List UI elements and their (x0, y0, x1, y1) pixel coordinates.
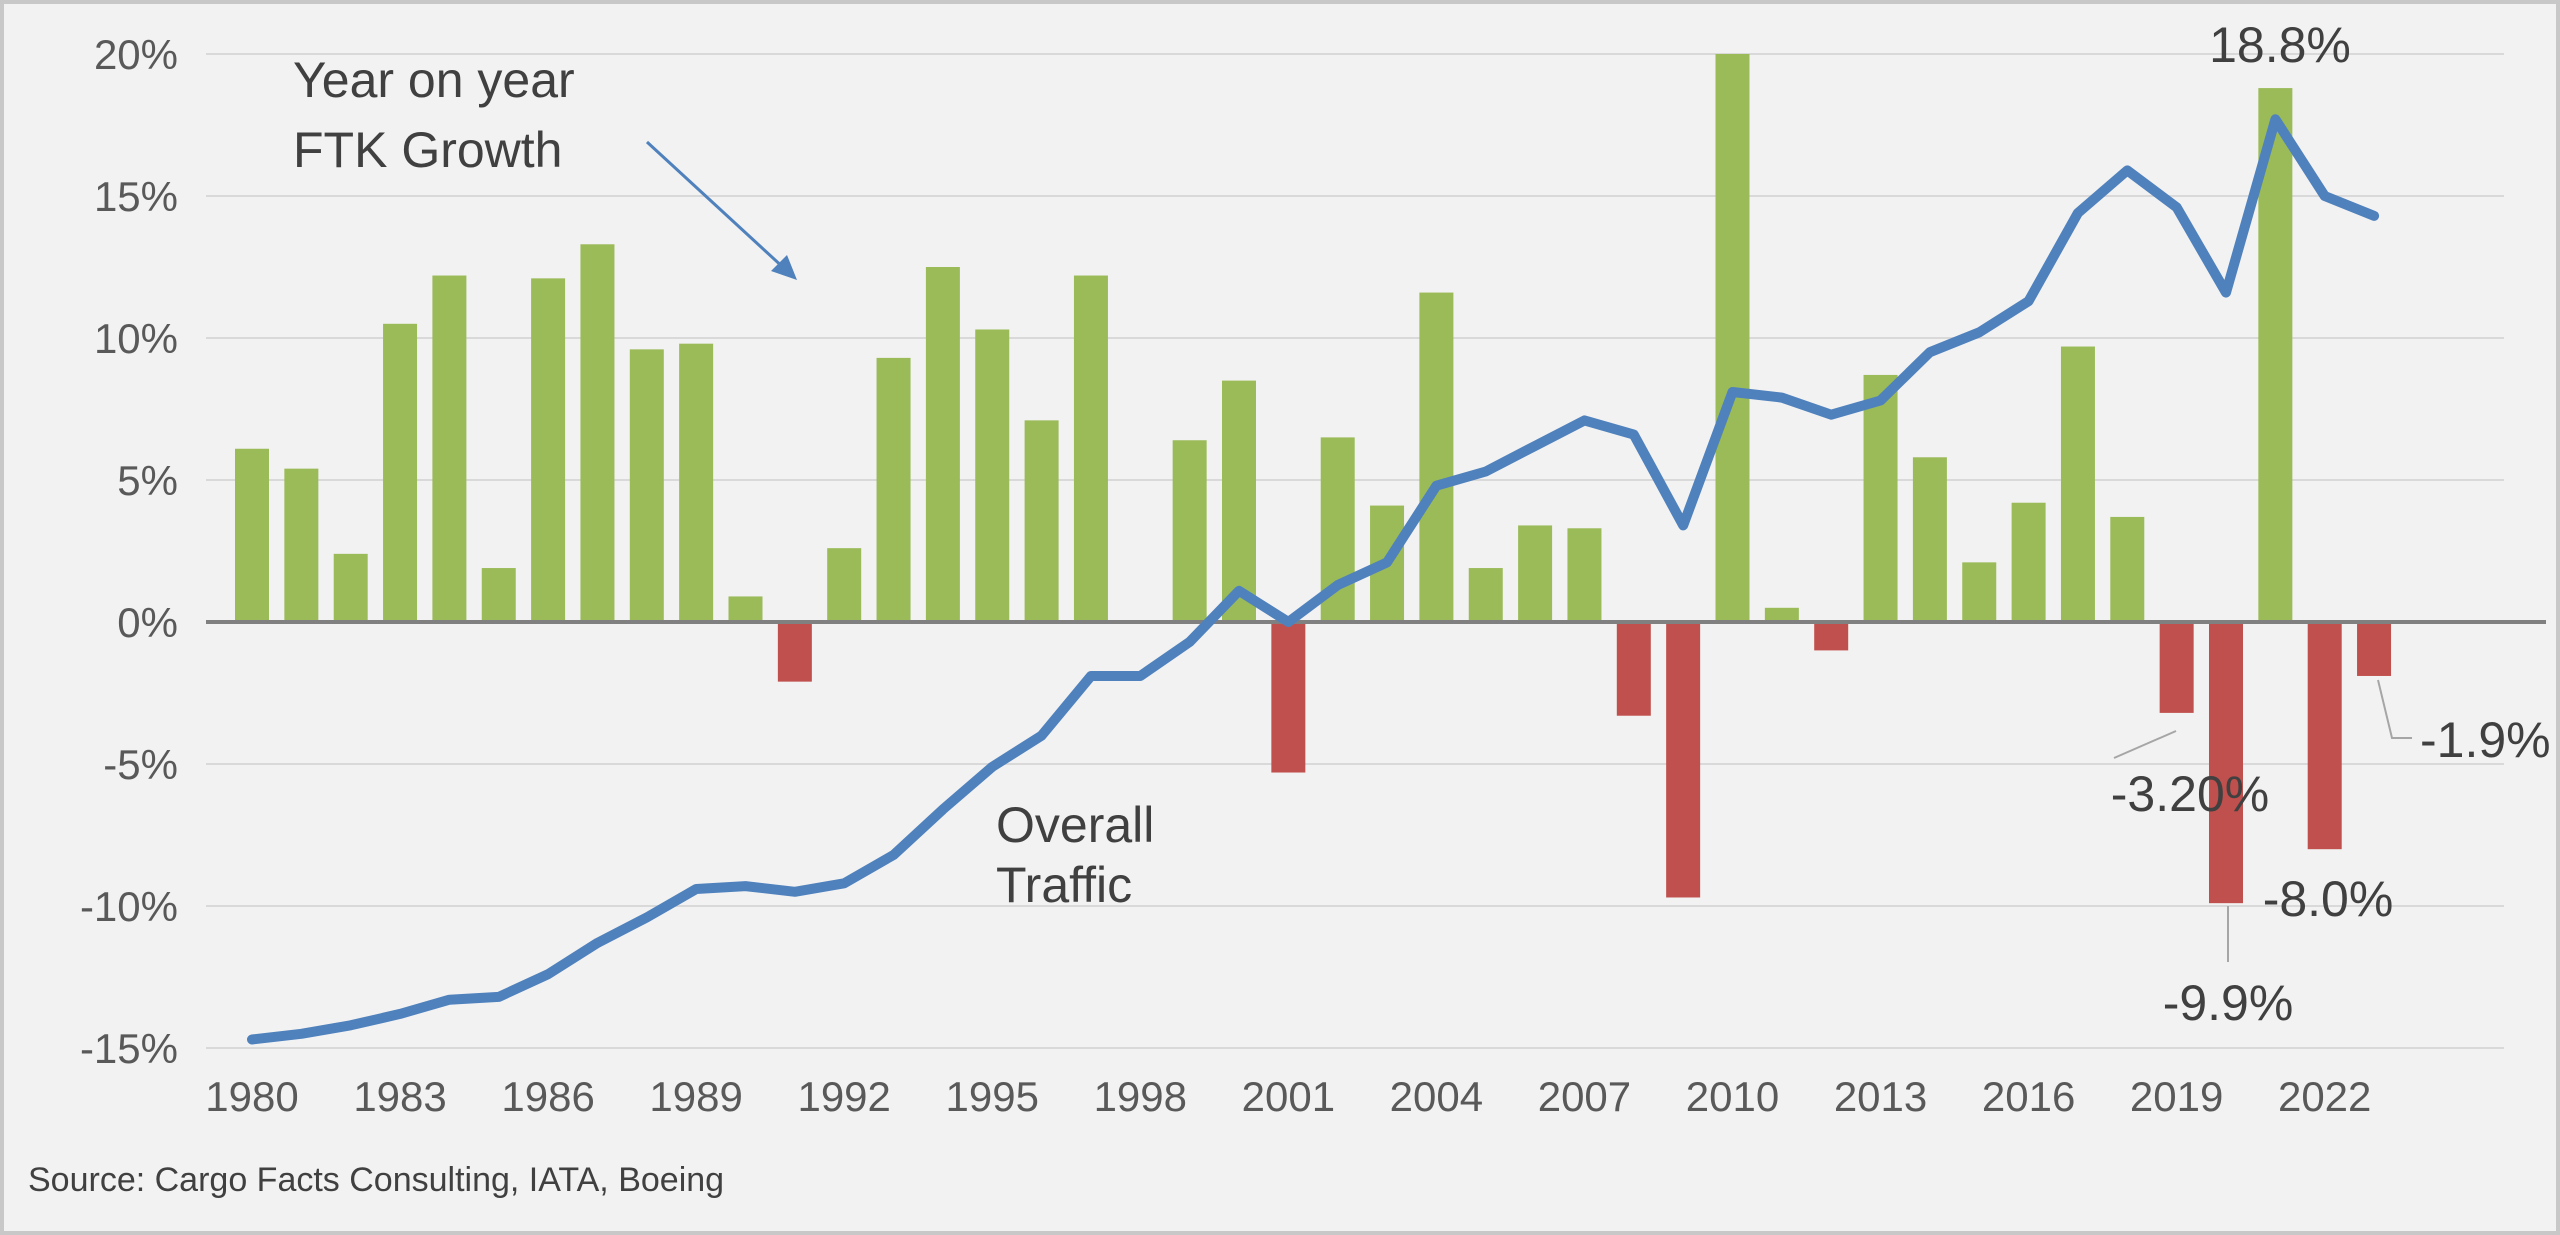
bar-series-label-line1: Year on year (293, 52, 575, 108)
bar-1987 (580, 244, 615, 622)
overall-traffic-line (247, 114, 2380, 1045)
bar-1995 (975, 329, 1010, 622)
bar-2014 (1912, 457, 1947, 622)
data-label-2020: -9.9% (2163, 975, 2294, 1031)
x-tick-label: 2001 (1242, 1073, 1335, 1120)
x-tick-label: 2013 (1834, 1073, 1927, 1120)
x-tick-label: 1995 (946, 1073, 1039, 1120)
bar-series-label-arrow (645, 140, 788, 272)
bar-1996 (1024, 420, 1059, 622)
x-tick-label: 1989 (649, 1073, 742, 1120)
bar-2017 (2060, 346, 2095, 622)
data-label-2022: -8.0% (2263, 871, 2394, 927)
bar-2013 (1863, 374, 1898, 622)
gridlines (206, 53, 2504, 1049)
data-label-2019: -3.20% (2111, 766, 2269, 822)
bar-1990 (728, 596, 763, 622)
bar-series (235, 54, 2392, 904)
bar-1991 (777, 622, 812, 682)
y-axis-ticks: 20% 15% 10% 5% 0% -5% -10% -15% (80, 31, 178, 1072)
bar-2009 (1666, 622, 1701, 898)
bar-1992 (827, 548, 862, 622)
bar-2015 (1962, 562, 1997, 622)
x-tick-label: 1986 (501, 1073, 594, 1120)
source-note: Source: Cargo Facts Consulting, IATA, Bo… (28, 1161, 724, 1199)
x-tick-label: 2004 (1390, 1073, 1483, 1120)
line-series-label-line2: Traffic (996, 857, 1132, 913)
x-tick-label: 2022 (2278, 1073, 2371, 1120)
bar-2018 (2110, 516, 2145, 622)
x-tick-label: 1983 (353, 1073, 446, 1120)
leader-lines (2113, 679, 2412, 962)
bar-2022 (2307, 622, 2342, 850)
bar-2008 (1616, 622, 1651, 716)
bar-2004 (1419, 292, 1454, 622)
y-tick-label: 0% (117, 599, 178, 646)
bar-1980 (235, 448, 269, 622)
y-tick-label: 15% (94, 173, 178, 220)
bar-2005 (1468, 568, 1503, 622)
bar-2023 (2357, 622, 2392, 676)
x-tick-label: 2016 (1982, 1073, 2075, 1120)
data-label-2023: -1.9% (2420, 712, 2551, 768)
bar-2019 (2159, 622, 2194, 713)
x-tick-label: 1992 (797, 1073, 890, 1120)
bar-1986 (531, 278, 566, 622)
bar-1984 (432, 275, 467, 622)
bar-2001 (1271, 622, 1306, 773)
bar-2020 (2209, 622, 2243, 904)
bar-series-label-line2: FTK Growth (293, 122, 562, 178)
bar-2011 (1764, 607, 1799, 622)
x-tick-label: 2019 (2130, 1073, 2223, 1120)
y-tick-label: 20% (94, 31, 178, 78)
x-tick-label: 2007 (1538, 1073, 1631, 1120)
line-series-label-line1: Overall (996, 797, 1154, 853)
x-axis-ticks: 1980 1983 1986 1989 1992 1995 1998 2001 2004 2007… (205, 1073, 2371, 1120)
bar-series-label-arrowhead (771, 255, 797, 280)
bar-2007 (1567, 528, 1602, 622)
line-series (247, 114, 2380, 1045)
bar-1994 (925, 267, 960, 622)
bar-2006 (1518, 525, 1553, 622)
leader-2019 (2113, 730, 2177, 759)
x-tick-label: 1980 (205, 1073, 298, 1120)
data-label-2021: 18.8% (2209, 17, 2351, 73)
y-tick-label: 5% (117, 457, 178, 504)
y-tick-label: -15% (80, 1025, 178, 1072)
bar-1999 (1172, 440, 1207, 622)
bar-1989 (679, 343, 714, 622)
leader-2023 (2377, 679, 2412, 739)
bar-2016 (2011, 502, 2046, 622)
bar-1982 (333, 553, 368, 622)
bar-1985 (481, 568, 516, 622)
bar-1983 (383, 323, 418, 622)
x-tick-label: 1998 (1094, 1073, 1187, 1120)
bar-2000 (1222, 380, 1256, 622)
bar-1993 (876, 357, 911, 622)
bar-1981 (284, 468, 319, 622)
y-tick-label: 10% (94, 315, 178, 362)
y-tick-label: -5% (103, 741, 178, 788)
bar-2010 (1715, 54, 1750, 622)
x-tick-label: 2010 (1686, 1073, 1779, 1120)
bar-2012 (1814, 622, 1849, 651)
bar-1997 (1073, 275, 1108, 622)
bar-1988 (629, 349, 664, 622)
y-tick-label: -10% (80, 883, 178, 930)
